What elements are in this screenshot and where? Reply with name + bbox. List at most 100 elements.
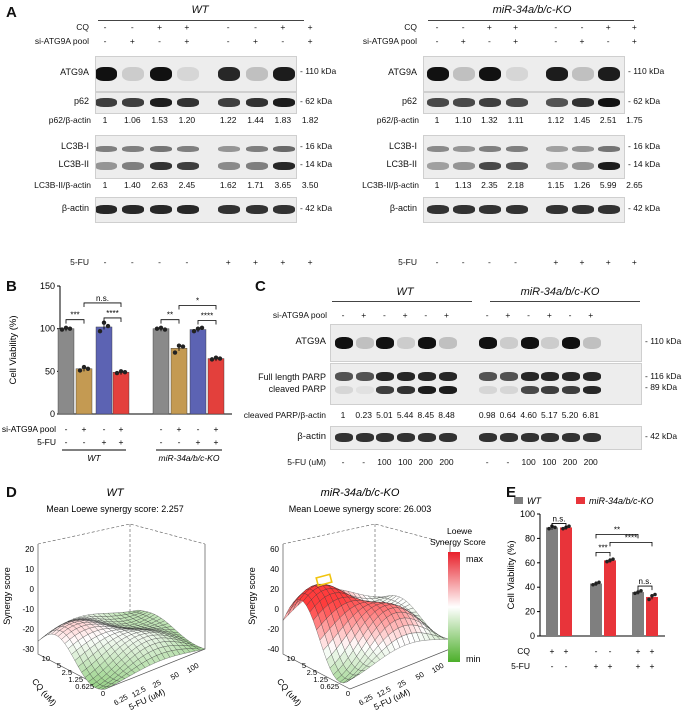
panel-c-band-actin: [397, 433, 416, 442]
d-legend-bar: [448, 552, 460, 662]
panel-c-fu-lane: 200: [439, 457, 454, 467]
d-fu-tick: 25: [396, 678, 408, 690]
panel-a-wt-si-lane: +: [129, 36, 135, 46]
panel-a-ko-band-lc3b2: [453, 162, 476, 170]
b-si-lane: +: [177, 424, 182, 434]
b-point: [158, 325, 164, 331]
panel-c-band-actin: [376, 433, 395, 442]
panel-a-ko-lc3-ratio-value: 2.35: [481, 180, 498, 190]
b-ylabel: Cell Viability (%): [8, 316, 19, 385]
e-point: [608, 558, 612, 563]
d-legend-title-2: Synergy Score: [430, 537, 486, 547]
panel-a-wt-cq-lane: +: [184, 22, 190, 32]
e-cq-lane: -: [609, 646, 612, 656]
e-fu-lane: +: [608, 661, 613, 671]
panel-a-wt-fu-lane: -: [103, 257, 107, 267]
panel-a-ko-band-lc3: [479, 146, 502, 152]
panel-a-ko-cq-lane: -: [554, 22, 558, 32]
panel-a-wt-fu-lane: +: [280, 257, 286, 267]
panel-a-wt-lc3-ratio-value: 1.62: [219, 180, 237, 190]
panel-c-band-atg9a: [355, 337, 374, 349]
panel-c-band-parp-full: [582, 372, 601, 381]
panel-a-ko-si-lane: -: [554, 36, 558, 46]
panel-c-si-lane: -: [568, 310, 572, 320]
b-sig-bracket: [178, 305, 217, 310]
d-box-back: [37, 523, 206, 545]
panel-a-ko-fu-lane: +: [605, 257, 611, 267]
panel-c-ratio-value: 0.98: [478, 410, 496, 420]
b-sig-label: ****: [106, 309, 118, 318]
panel-a-ko-band-atg9a: [572, 67, 594, 81]
panel-a-ko-band-atg9a: [598, 67, 621, 81]
panel-a-ko-title: miR-34a/b/c-KO: [492, 4, 572, 16]
e-y-tick-label: 60: [525, 558, 535, 568]
panel-a-wt-label-p62: p62: [73, 96, 89, 106]
panel-a-ko-band-lc3: [598, 146, 621, 152]
panel-a-wt-band-lc3b2: [245, 162, 268, 170]
b-point: [213, 355, 219, 360]
panel-a-wt-band-atg9a: [218, 67, 241, 81]
panel-a-wt-band-atg9a: [176, 67, 199, 81]
b-group-wt: WT: [87, 453, 101, 463]
e-fu-lane: -: [565, 661, 568, 671]
e-point: [647, 597, 651, 602]
d-fu-tick: 100: [185, 661, 200, 675]
e-legend-ko: miR-34a/b/c-KO: [589, 496, 654, 506]
panel-c-si-lane: -: [485, 310, 489, 320]
panel-a-ko-band-actin: [427, 205, 449, 214]
panel-a-ko-label-lc3b2: LC3B-II: [386, 159, 417, 169]
e-point: [561, 526, 565, 531]
panel-a-wt-fu-label: 5-FU: [70, 257, 89, 267]
panel-a-wt-band-lc3: [245, 146, 268, 152]
panel-a-ko-band-p62: [545, 98, 568, 107]
d-cq-tick: 0: [346, 689, 350, 698]
d-cq-tick: 0: [101, 689, 105, 698]
panel-c-band-parp-full: [335, 372, 353, 381]
panel-c-ratio-value: 1: [340, 410, 346, 420]
e-y-tick-label: 100: [520, 509, 535, 519]
panel-a-wt-band-actin: [176, 205, 199, 214]
panel-a-wt-band-lc3b2: [218, 162, 241, 170]
panel-c-ratio-value: 0.23: [355, 410, 372, 420]
panel-a-wt-band-p62: [122, 98, 145, 107]
panel-c-si-lane: -: [341, 310, 345, 320]
d-score: Mean Loewe synergy score: 2.257: [46, 504, 184, 514]
panel-a-wt-band-atg9a: [272, 67, 295, 81]
panel-a-wt-si-lane: +: [184, 36, 190, 46]
panel-c-fu-lane: -: [485, 457, 489, 467]
panel-a-wt-p62-ratio-value: 1.20: [178, 115, 196, 125]
panel-a-ko-size: - 110 kDa: [628, 66, 665, 76]
panel-a-wt-band-atg9a: [245, 67, 268, 81]
e-sig-bracket: [609, 541, 653, 547]
panel-a-ko-p62-ratio-value: 2.51: [599, 115, 617, 125]
panel-a-wt-cq-label: CQ: [76, 22, 89, 32]
panel-a-ko-band-lc3b2: [545, 162, 568, 170]
panel-a-wt-band-lc3b2: [272, 162, 295, 170]
panel-c-fu-lane: 200: [418, 457, 433, 467]
e-point: [636, 590, 640, 594]
panel-a-wt-si-label: si-ATG9A pool: [34, 36, 89, 46]
panel-a-ko-label-actin: β-actin: [389, 203, 417, 213]
panel-a-wt-lc3-ratio-value: 2.63: [151, 180, 168, 190]
panel-a-wt-band-lc3b2: [96, 162, 117, 170]
b-point: [191, 329, 197, 334]
b-y-tick-label: 100: [40, 324, 55, 334]
d-cq-tick: 10: [42, 654, 50, 663]
panel-c-si-lane: -: [382, 310, 386, 320]
panel-a-ko-band-lc3b2: [572, 162, 594, 170]
b-fu-lane: +: [102, 437, 107, 447]
panel-a-wt-band-lc3: [218, 146, 241, 152]
panel-a-ko-si-lane: -: [606, 36, 610, 46]
panel-a-wt-fu-lane: +: [307, 257, 313, 267]
b-point: [101, 320, 107, 325]
panel-a-ko-si-label: si-ATG9A pool: [362, 36, 417, 46]
d-cq-tick: 10: [287, 654, 295, 663]
panel-c-band-parp-cleaved: [479, 386, 498, 394]
b-point: [118, 369, 124, 374]
panel-a-ko-size: - 42 kDa: [628, 203, 661, 213]
b-si-lane: -: [103, 424, 106, 434]
panel-c-ratio-value: 5.20: [561, 410, 579, 420]
d-mesh-cell: [196, 647, 206, 651]
panel-a-ko-band-lc3b2: [598, 162, 621, 170]
